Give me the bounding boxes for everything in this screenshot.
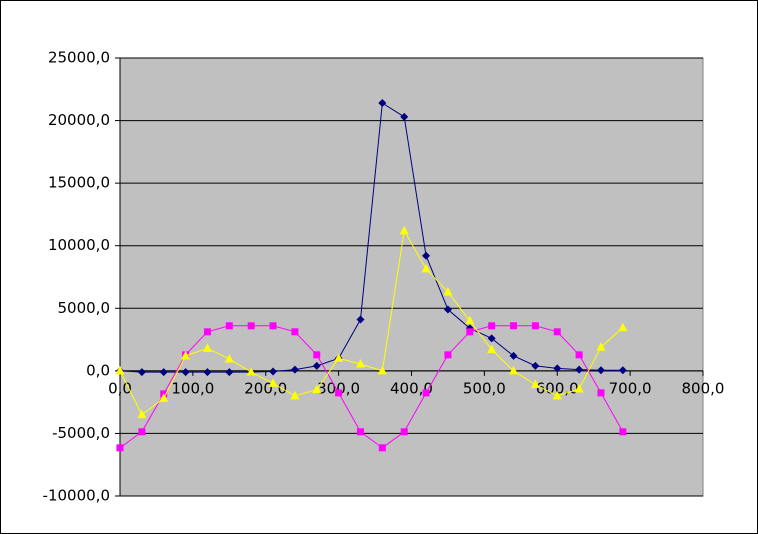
marker: [574, 384, 584, 393]
marker: [290, 365, 299, 374]
marker: [487, 344, 497, 354]
marker: [530, 379, 540, 389]
marker: [138, 428, 146, 436]
marker: [137, 409, 147, 419]
y-tick-label: 5000,0: [58, 299, 111, 317]
marker: [203, 368, 212, 377]
marker: [597, 389, 605, 397]
marker: [312, 384, 322, 394]
series-line: [119, 325, 624, 449]
marker: [552, 390, 562, 400]
marker: [334, 353, 344, 362]
marker: [618, 322, 628, 332]
marker: [116, 444, 124, 452]
marker: [268, 378, 278, 387]
marker: [400, 428, 408, 436]
marker: [421, 263, 431, 273]
marker: [618, 366, 627, 375]
marker: [509, 365, 519, 375]
marker: [619, 428, 627, 436]
x-tick-label: 800,0: [682, 379, 725, 397]
marker: [596, 366, 605, 375]
marker: [313, 351, 321, 359]
marker: [488, 322, 496, 330]
marker: [553, 328, 561, 336]
marker: [443, 305, 452, 314]
y-tick-label: 20000,0: [48, 111, 110, 129]
marker: [422, 389, 430, 397]
marker: [596, 342, 606, 351]
marker: [202, 343, 212, 352]
y-tick-label: 25000,0: [48, 49, 110, 67]
marker: [465, 315, 475, 325]
series-line: [119, 229, 624, 416]
marker: [225, 322, 233, 330]
marker: [335, 389, 343, 397]
plot-area: [119, 57, 704, 497]
x-tick-label: 700,0: [609, 379, 652, 397]
marker: [422, 251, 431, 260]
marker: [269, 322, 277, 330]
x-tick-label: 400,0: [390, 379, 433, 397]
marker: [115, 365, 125, 375]
marker: [531, 361, 540, 370]
marker: [509, 351, 518, 360]
marker: [378, 99, 387, 108]
x-tick-label: 500,0: [463, 379, 506, 397]
marker: [510, 322, 518, 330]
marker: [377, 365, 387, 375]
marker: [246, 367, 256, 376]
y-tick-label: -5000,0: [52, 424, 110, 442]
y-tick-label: -10000,0: [43, 487, 110, 505]
marker: [181, 350, 191, 360]
marker: [531, 322, 539, 330]
marker: [312, 361, 321, 370]
marker: [203, 328, 211, 336]
x-tick-label: 300,0: [317, 379, 360, 397]
marker: [159, 368, 168, 377]
y-tick-label: 15000,0: [48, 174, 110, 192]
marker: [575, 351, 583, 359]
marker: [269, 367, 278, 376]
marker: [443, 287, 453, 296]
marker: [466, 328, 474, 336]
x-tick-label: 100,0: [171, 379, 214, 397]
marker: [553, 364, 562, 373]
marker: [290, 390, 300, 400]
marker: [224, 353, 234, 363]
marker: [137, 368, 146, 377]
marker: [225, 368, 234, 377]
marker: [356, 428, 364, 436]
marker: [399, 225, 409, 235]
marker: [181, 368, 190, 377]
marker: [356, 315, 365, 324]
marker: [247, 322, 255, 330]
y-tick-label: 0,0: [86, 361, 110, 379]
marker: [575, 365, 584, 374]
y-tick-label: 10000,0: [48, 236, 110, 254]
marker: [400, 112, 409, 121]
marker: [355, 358, 365, 368]
marker: [378, 444, 386, 452]
marker: [291, 328, 299, 336]
marker: [487, 334, 496, 343]
marker: [444, 351, 452, 359]
marker: [159, 393, 169, 402]
x-tick-label: 200,0: [244, 379, 287, 397]
